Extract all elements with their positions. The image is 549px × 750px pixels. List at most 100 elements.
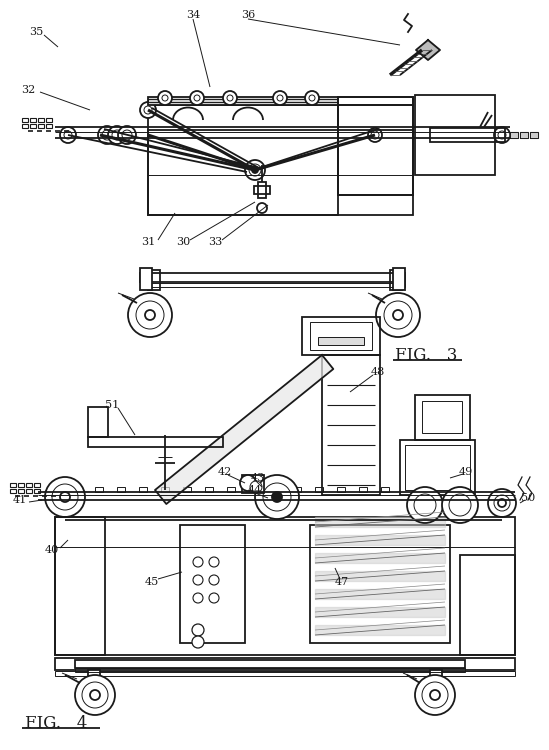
Circle shape xyxy=(422,682,448,708)
Circle shape xyxy=(442,487,478,523)
Bar xyxy=(338,97,413,105)
Bar xyxy=(415,95,495,175)
Circle shape xyxy=(193,557,203,567)
Bar xyxy=(55,671,515,676)
Circle shape xyxy=(249,164,261,176)
Circle shape xyxy=(102,130,112,140)
Circle shape xyxy=(209,557,219,567)
Bar xyxy=(18,483,24,487)
Bar xyxy=(75,668,465,672)
Bar xyxy=(310,525,450,643)
Bar xyxy=(318,337,364,345)
Bar xyxy=(400,440,475,495)
Polygon shape xyxy=(315,625,445,635)
Bar xyxy=(258,182,266,198)
Text: 45: 45 xyxy=(145,577,159,587)
Polygon shape xyxy=(315,589,445,599)
Bar xyxy=(148,270,160,290)
Circle shape xyxy=(136,301,164,329)
Circle shape xyxy=(449,494,471,516)
Bar xyxy=(46,118,52,122)
Polygon shape xyxy=(530,132,538,138)
Circle shape xyxy=(45,477,85,517)
Bar xyxy=(34,489,40,493)
Bar xyxy=(315,487,323,492)
Circle shape xyxy=(263,483,291,511)
Text: 43: 43 xyxy=(251,473,265,483)
Circle shape xyxy=(162,95,168,101)
Circle shape xyxy=(393,310,403,320)
Circle shape xyxy=(414,494,436,516)
Text: 48: 48 xyxy=(371,367,385,377)
Circle shape xyxy=(60,492,70,502)
Circle shape xyxy=(194,95,200,101)
Polygon shape xyxy=(315,535,445,545)
Circle shape xyxy=(108,126,126,144)
Text: 42: 42 xyxy=(218,467,232,477)
Circle shape xyxy=(368,128,382,142)
Bar xyxy=(430,128,505,142)
Bar xyxy=(227,487,235,492)
Circle shape xyxy=(498,131,506,139)
Polygon shape xyxy=(155,355,333,504)
Bar xyxy=(359,487,367,492)
Circle shape xyxy=(60,127,76,143)
Circle shape xyxy=(192,624,204,636)
Text: 32: 32 xyxy=(21,85,35,95)
Text: 33: 33 xyxy=(208,237,222,247)
Circle shape xyxy=(193,575,203,585)
Bar xyxy=(381,487,389,492)
Bar xyxy=(30,118,36,122)
Bar xyxy=(117,487,125,492)
Text: 47: 47 xyxy=(335,577,349,587)
Bar xyxy=(140,273,405,282)
Circle shape xyxy=(112,130,122,140)
Bar xyxy=(140,268,152,290)
Circle shape xyxy=(245,160,265,180)
Circle shape xyxy=(82,682,108,708)
Polygon shape xyxy=(416,40,440,60)
Circle shape xyxy=(90,690,100,700)
Circle shape xyxy=(209,575,219,585)
Circle shape xyxy=(255,475,299,519)
Bar xyxy=(249,487,257,492)
Polygon shape xyxy=(315,607,445,617)
Text: 44: 44 xyxy=(248,485,262,495)
Circle shape xyxy=(140,102,156,118)
Bar xyxy=(183,487,191,492)
Bar xyxy=(22,118,28,122)
Circle shape xyxy=(252,167,258,173)
Polygon shape xyxy=(315,553,445,563)
Text: 30: 30 xyxy=(176,237,190,247)
Text: 35: 35 xyxy=(29,27,43,37)
Circle shape xyxy=(376,293,420,337)
Bar xyxy=(26,489,32,493)
Bar xyxy=(88,437,223,447)
Circle shape xyxy=(498,499,506,507)
Bar xyxy=(148,97,338,105)
Circle shape xyxy=(371,131,379,139)
Bar xyxy=(337,487,345,492)
Bar xyxy=(180,525,245,643)
Bar xyxy=(38,124,44,128)
Bar xyxy=(205,487,213,492)
Bar xyxy=(10,483,16,487)
Bar xyxy=(18,489,24,493)
Bar xyxy=(148,99,338,102)
Bar xyxy=(302,317,380,355)
Bar xyxy=(140,283,405,287)
Circle shape xyxy=(384,301,412,329)
Text: 40: 40 xyxy=(45,545,59,555)
Bar xyxy=(293,487,301,492)
Circle shape xyxy=(415,675,455,715)
Text: 41: 41 xyxy=(13,495,27,505)
Circle shape xyxy=(118,126,136,144)
Circle shape xyxy=(193,593,203,603)
Bar xyxy=(422,401,462,433)
Circle shape xyxy=(250,481,262,493)
Bar xyxy=(148,105,338,215)
Circle shape xyxy=(98,126,116,144)
Circle shape xyxy=(75,675,115,715)
Circle shape xyxy=(227,95,233,101)
Circle shape xyxy=(430,690,440,700)
